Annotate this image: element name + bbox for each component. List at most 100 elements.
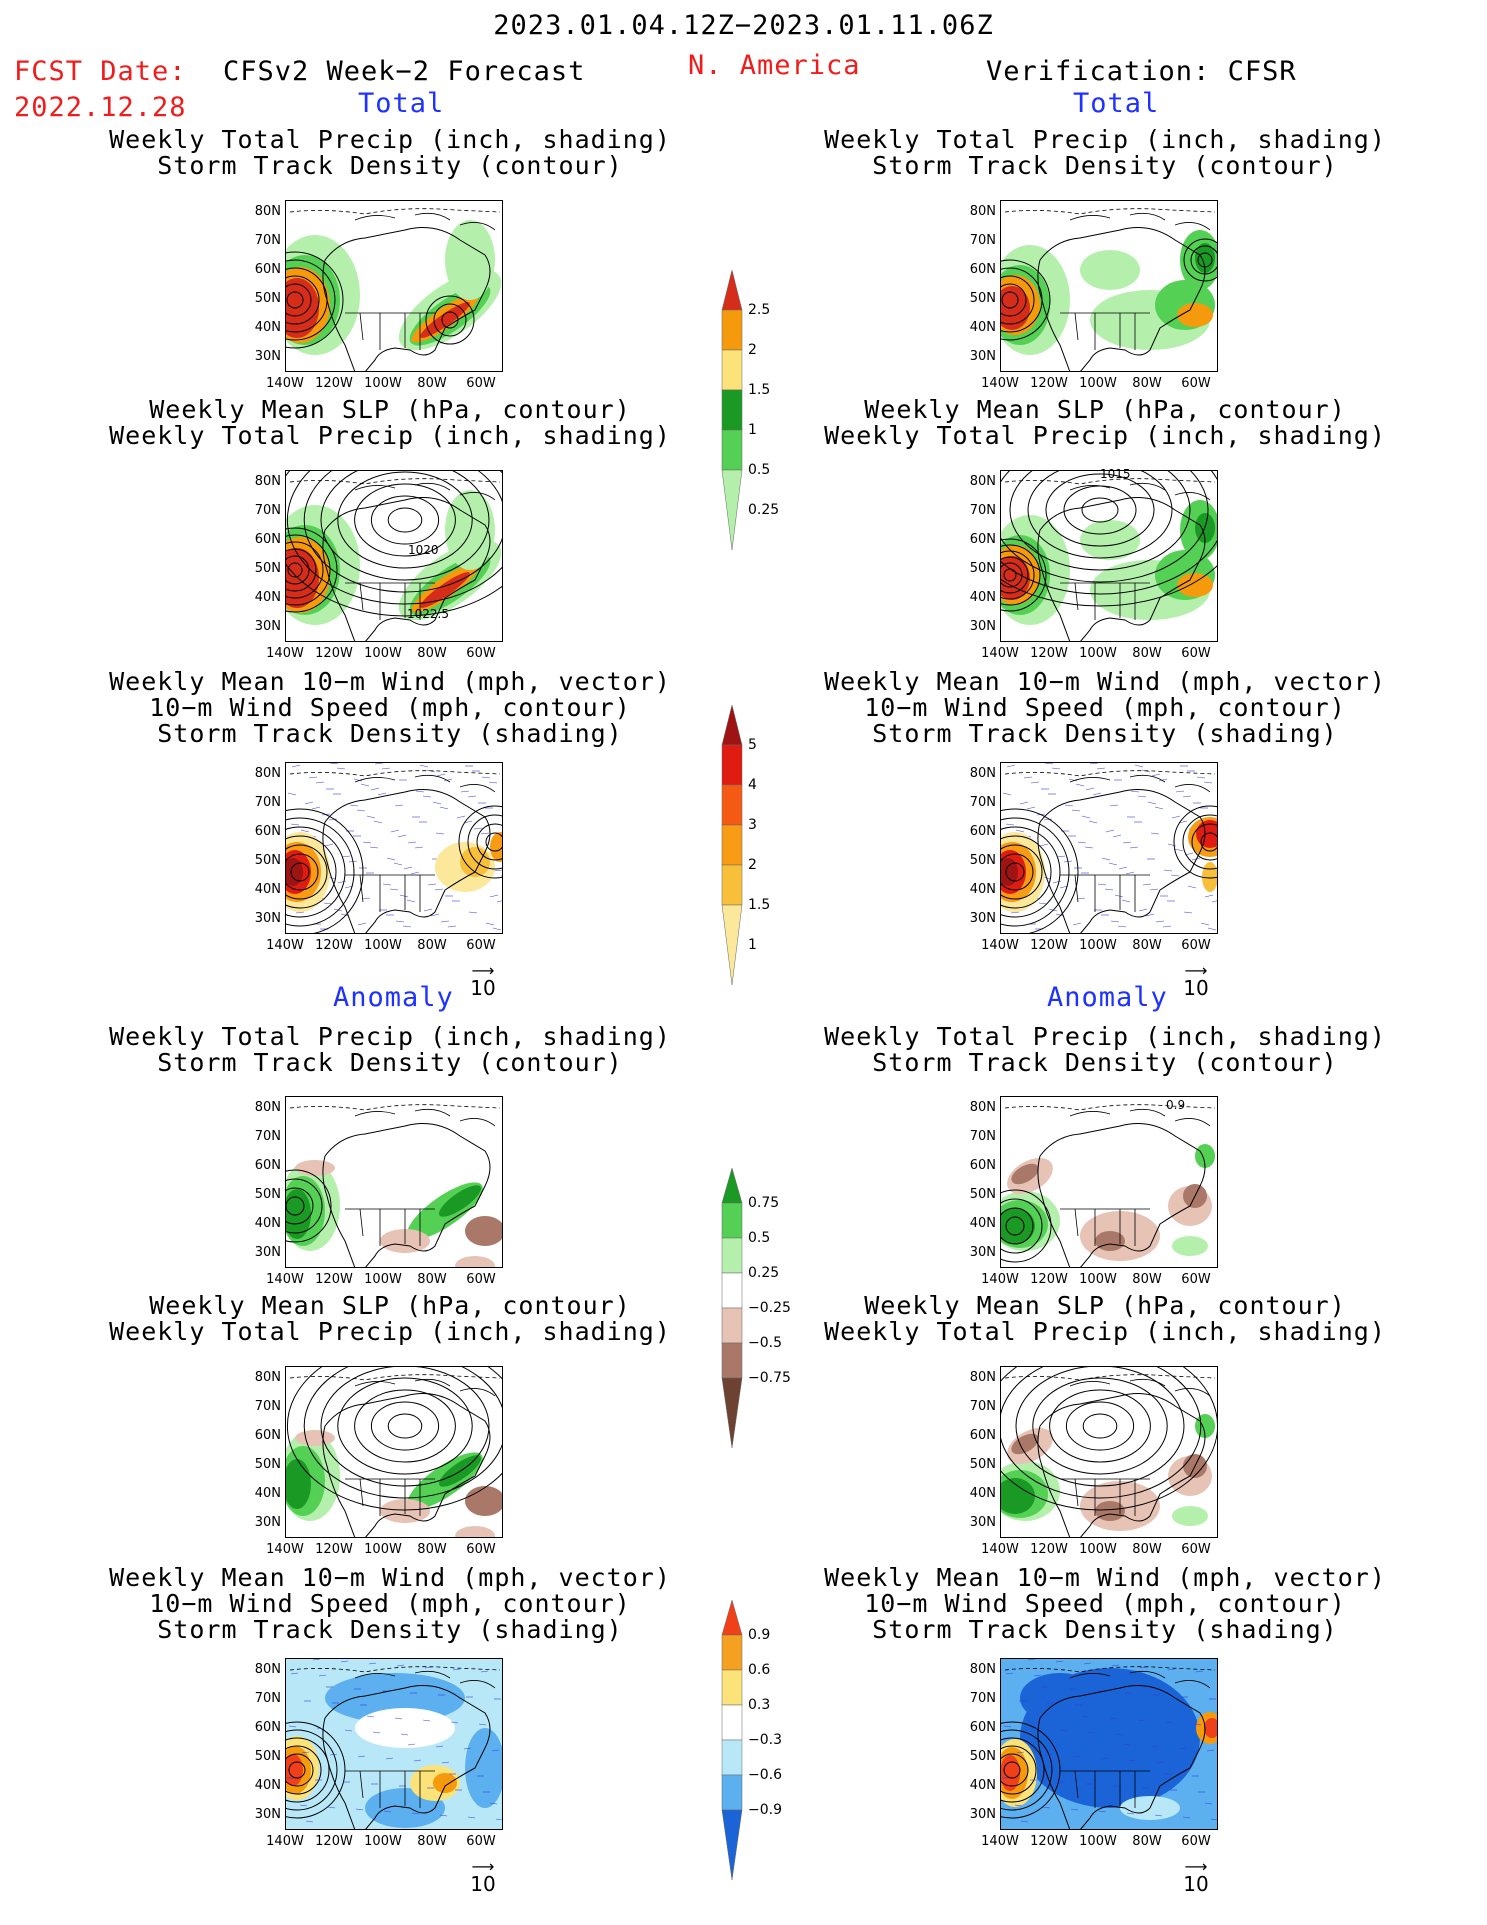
lon-tick-label: 60W: [1181, 376, 1211, 391]
wind-vector: [402, 925, 412, 928]
contour-line: [387, 1413, 423, 1439]
colorbar-label: 4: [748, 777, 757, 793]
contour-line: [1082, 1413, 1118, 1439]
colorbar-label: 1: [748, 937, 757, 953]
wind-vector: [1072, 1755, 1081, 1758]
lat-tick-label: 70N: [254, 795, 281, 810]
wind-vector: [1151, 773, 1161, 777]
wind-vector: [1042, 1806, 1051, 1809]
map-plot: [248, 1656, 505, 1831]
wind-vector: [1128, 1759, 1137, 1762]
lon-tick-label: 120W: [1030, 1542, 1068, 1557]
contour-line: [1049, 1389, 1151, 1463]
colorbar-swatch: [721, 1272, 743, 1309]
panel-frame: [285, 470, 503, 642]
lon-tick-label: 140W: [981, 646, 1019, 661]
wind-vector: [308, 776, 318, 779]
wind-vector: [467, 1816, 476, 1819]
wind-vector: [329, 1753, 338, 1756]
wind-vector: [411, 1812, 420, 1815]
wind-vector: [1150, 832, 1160, 835]
wind-vector: [1178, 1747, 1187, 1750]
shading-region: [420, 572, 470, 608]
contour-line: [337, 471, 473, 569]
wind-vector: [1112, 834, 1122, 838]
wind-vector: [369, 846, 379, 849]
wind-vector: [1182, 795, 1192, 798]
wind-vector: [1096, 767, 1106, 770]
wind-vector: [1145, 913, 1155, 917]
wind-vector: [381, 767, 391, 770]
lon-tick-label: 120W: [315, 376, 353, 391]
wind-vector: [423, 908, 433, 912]
wind-vector: [1195, 1670, 1204, 1673]
lat-tick-label: 30N: [254, 1807, 281, 1822]
panel-frame: [285, 1366, 503, 1538]
wind-vector: [340, 913, 350, 917]
wind-vector: [400, 1733, 409, 1736]
colorbar-swatch: [721, 1342, 743, 1379]
dashed-contour: [289, 1374, 501, 1381]
title-ver-wind-total: Weekly Mean 10−m Wind (mph, vector) 10−m…: [824, 667, 1386, 748]
wind-vector: [485, 922, 495, 926]
contour-line: [354, 1389, 456, 1463]
arctic-islands: [354, 212, 496, 231]
coastline: [1037, 227, 1206, 373]
lon-tick-label: 100W: [364, 1834, 402, 1849]
lon-tick-label: 120W: [1030, 1834, 1068, 1849]
lat-tick-label: 70N: [969, 1399, 996, 1414]
lat-tick-label: 40N: [254, 320, 281, 335]
colorbar-label: 2.5: [748, 302, 771, 318]
shading-region: [465, 1216, 505, 1246]
state-borders: [1060, 582, 1150, 620]
dashed-contour: [289, 1104, 501, 1111]
lat-tick-label: 70N: [254, 233, 281, 248]
colorbar-swatch: [721, 1739, 743, 1776]
lat-tick-label: 30N: [969, 911, 996, 926]
wind-vector: [383, 1810, 392, 1813]
colorbar-swatches: [721, 269, 743, 551]
wind-vector: [370, 787, 380, 791]
shading-region: [1172, 1236, 1208, 1256]
wind-vector: [1077, 841, 1087, 844]
wind-vector: [1002, 792, 1012, 796]
colorbar-precip-total: 2.5 2 1.5 1 0.5 0.25: [720, 269, 779, 554]
lat-tick-label: 50N: [969, 1749, 996, 1764]
wind-vector: [1019, 801, 1029, 805]
wind-vector: [1101, 857, 1111, 861]
wind-vector: [456, 815, 466, 819]
wind-vector: [1154, 1814, 1163, 1817]
colorbar-swatch: [721, 469, 743, 551]
lon-tick-label: 100W: [1079, 938, 1117, 953]
colorbar-swatch: [721, 1809, 743, 1881]
wind-vector: [1016, 1751, 1025, 1754]
lon-tick-label: 140W: [266, 938, 304, 953]
lat-tick-label: 40N: [254, 1486, 281, 1501]
title-fcst-slp-anom: Weekly Mean SLP (hPa, contour) Weekly To…: [109, 1291, 671, 1346]
wind-vector: [1182, 1816, 1191, 1819]
lat-tick-label: 70N: [254, 1129, 281, 1144]
panel-frame: [285, 1658, 503, 1830]
lat-tick-label: 80N: [969, 474, 996, 489]
wind-vector: [1154, 806, 1164, 810]
lat-tick-label: 30N: [969, 619, 996, 634]
colorbar-track-anom: 0.9 0.6 0.3 −0.3 −0.6 −0.9: [720, 1599, 782, 1884]
lat-tick-label: 40N: [969, 1778, 996, 1793]
section-anomaly-right: Anomaly: [1047, 982, 1168, 1013]
wind-vector: [419, 764, 429, 768]
colorbar-label: 0.5: [748, 1230, 771, 1246]
lat-tick-label: 30N: [254, 349, 281, 364]
wind-vector: [1139, 1666, 1148, 1669]
lat-tick-label: 40N: [969, 1486, 996, 1501]
wind-vector: [394, 1717, 403, 1720]
arctic-islands: [354, 1108, 496, 1127]
contour-line: [1045, 473, 1155, 547]
shading-region: [283, 1189, 311, 1239]
lon-tick-label: 100W: [1079, 1542, 1117, 1557]
panel-frame: [1000, 1366, 1218, 1538]
colorbar-swatch: [721, 389, 743, 431]
lon-tick-label: 80W: [417, 1542, 447, 1557]
wind-vector: [415, 790, 425, 793]
coastline: [322, 497, 491, 643]
shading-region: [283, 1459, 311, 1509]
